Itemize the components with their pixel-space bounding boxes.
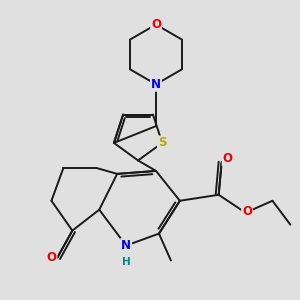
Text: N: N <box>151 78 161 91</box>
Text: O: O <box>223 152 232 166</box>
Text: O: O <box>151 18 161 31</box>
Text: S: S <box>158 136 167 149</box>
Text: H: H <box>122 257 130 267</box>
Text: O: O <box>242 205 252 218</box>
Text: O: O <box>46 251 56 264</box>
Text: N: N <box>121 239 131 252</box>
